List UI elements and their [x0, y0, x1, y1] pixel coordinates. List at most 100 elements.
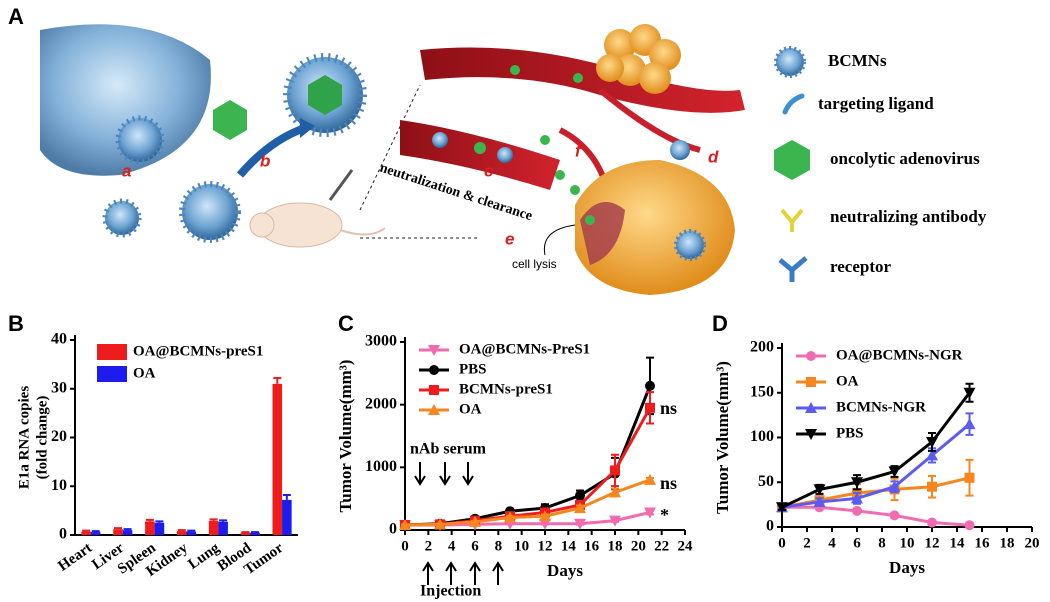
bcmn — [432, 132, 448, 148]
legend-label: OA@BCMNs-preS1 — [133, 343, 263, 359]
marker — [813, 484, 826, 496]
axes — [74, 335, 298, 536]
series-line — [781, 422, 971, 509]
legend-label: neutralizing antibody — [830, 207, 987, 226]
y-tick-label: 20 — [51, 428, 67, 445]
marker — [927, 481, 937, 492]
y-axis-label: Tumor Volume(mm³) — [713, 361, 732, 514]
x-tick-label: 0 — [401, 538, 409, 554]
bar — [240, 532, 251, 535]
marker — [806, 377, 816, 387]
marker — [776, 502, 788, 514]
schematic: A BCMNs targeting ligand oncolytic adeno… — [8, 4, 987, 295]
error-bar — [82, 529, 91, 532]
marker — [852, 505, 862, 516]
legend-label: PBS — [836, 425, 864, 441]
x-tick-label: 10 — [900, 535, 915, 551]
x-tick-label: 14 — [950, 535, 966, 551]
bar — [272, 383, 283, 535]
step-label: d — [708, 147, 719, 166]
arrow — [492, 561, 504, 585]
x-tick-label: 12 — [538, 538, 553, 554]
error-bar — [282, 494, 291, 500]
nanoparticle — [179, 181, 241, 243]
arrow — [422, 561, 434, 585]
marker — [805, 402, 817, 413]
legend-label: OA — [459, 401, 482, 417]
free-virus — [474, 65, 595, 225]
step-label: c — [484, 161, 494, 180]
marker — [851, 492, 863, 504]
panel-label: B — [8, 311, 24, 336]
legend-label: BCMNs-preS1 — [459, 381, 553, 397]
bcmn — [497, 147, 513, 163]
y-tick-label: 1000 — [365, 458, 397, 475]
x-tick-label: 18 — [1000, 535, 1015, 551]
marker — [644, 473, 656, 485]
arrow — [439, 462, 451, 486]
legend-label: receptor — [830, 257, 891, 276]
error-bar — [209, 518, 218, 521]
y-tick-label: 30 — [51, 379, 67, 396]
x-tick-label: 24 — [678, 538, 694, 554]
y-tick-label: 3000 — [365, 333, 397, 350]
marker — [963, 418, 976, 430]
y-tick-label: 0 — [59, 526, 67, 543]
legend-label: oncolytic adenovirus — [830, 149, 980, 168]
x-tick-label: 12 — [925, 535, 940, 551]
annotation: cell lysis — [512, 257, 557, 271]
x-tick-label: 10 — [514, 538, 529, 554]
x-tick-label: 20 — [631, 538, 646, 554]
y-tick-label: 2000 — [365, 395, 397, 412]
tumor-cell — [575, 160, 735, 295]
panel-label: D — [712, 311, 728, 336]
y-axis-label: E1a RNA copies — [16, 386, 32, 490]
marker — [644, 507, 656, 519]
annotation: ns — [660, 398, 677, 418]
marker — [428, 345, 440, 356]
marker — [805, 429, 817, 440]
marker — [429, 385, 439, 395]
legend-label: targeting ligand — [818, 94, 934, 113]
legend-label: BCMNs — [828, 51, 887, 70]
legend-label: BCMNs-NGR — [836, 399, 926, 415]
marker — [539, 518, 551, 530]
marker — [575, 490, 585, 501]
y-tick-label: 10 — [51, 477, 67, 494]
mouse-head — [249, 212, 275, 238]
bar — [218, 521, 228, 535]
x-tick-label: 4 — [448, 538, 456, 554]
y-tick-label: 100 — [750, 428, 774, 445]
arrow — [445, 561, 457, 585]
marker — [813, 495, 826, 507]
error-bar — [114, 527, 123, 530]
legend-label: OA@BCMNs-PreS1 — [459, 341, 590, 357]
x-tick-label: 20 — [1025, 535, 1040, 551]
bcmn — [674, 229, 706, 261]
x-tick-label: 14 — [561, 538, 577, 554]
cell-membrane — [40, 24, 211, 176]
marker — [964, 520, 975, 531]
bar — [113, 529, 123, 535]
marker — [609, 486, 621, 498]
bar — [145, 521, 155, 535]
marker — [469, 515, 481, 527]
bcmn — [670, 140, 690, 160]
legend-label: PBS — [459, 361, 487, 377]
adenovirus — [213, 100, 247, 140]
legend-label: OA — [836, 373, 859, 389]
marker — [504, 511, 516, 523]
marker — [429, 365, 439, 375]
arrow — [543, 224, 576, 256]
error-bar — [177, 529, 186, 532]
marker — [964, 472, 975, 483]
y-tick-label: 50 — [758, 473, 774, 490]
x-tick-label: 4 — [828, 535, 836, 551]
error-bar — [145, 518, 154, 522]
bar — [186, 531, 197, 535]
arrow — [462, 462, 474, 486]
x-axis-label: Days — [547, 561, 583, 580]
legend-label: OA — [133, 365, 156, 381]
marker — [574, 502, 586, 514]
y-tick-label: 150 — [750, 383, 774, 400]
